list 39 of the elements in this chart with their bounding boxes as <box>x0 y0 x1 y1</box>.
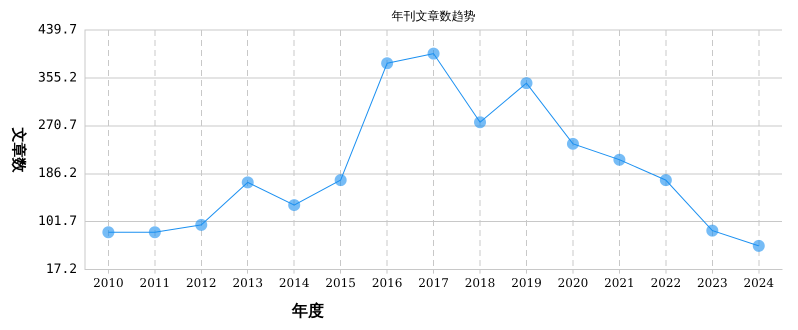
x-tick-label: 2014 <box>278 276 310 290</box>
point <box>520 77 532 90</box>
point <box>381 57 394 70</box>
point <box>102 226 114 238</box>
x-tick-label: 2012 <box>186 276 217 290</box>
y-tick-label: 17.2 <box>46 262 78 277</box>
x-tick-label: 2017 <box>418 276 449 290</box>
x-tick-label: 2010 <box>93 276 124 290</box>
point <box>288 199 300 212</box>
y-tick-label: 355.2 <box>38 70 78 86</box>
x-tick-label: 2015 <box>325 276 356 290</box>
y-tick-label: 186.2 <box>38 166 78 182</box>
point <box>148 226 161 238</box>
point <box>195 218 208 231</box>
point <box>660 174 672 186</box>
point <box>334 174 347 186</box>
y-tick-label: 439.7 <box>38 22 78 38</box>
x-axis-title: 年度 <box>291 301 324 320</box>
point <box>613 154 626 166</box>
x-tick-label: 2022 <box>650 276 682 290</box>
x-tick-label: 2019 <box>511 276 542 290</box>
x-tick-label: 2021 <box>604 276 635 290</box>
x-tick-label: 2011 <box>140 276 170 290</box>
x-tick-label: 2013 <box>232 276 264 290</box>
point <box>242 176 254 188</box>
x-tick-label: 2023 <box>697 276 728 290</box>
point <box>474 116 486 128</box>
y-tick-label: 270.7 <box>38 118 78 134</box>
x-tick-label: 2016 <box>372 276 402 290</box>
x-tick-label: 2020 <box>558 276 588 290</box>
y-tick-label: 101.7 <box>38 214 78 230</box>
point <box>706 224 718 237</box>
x-tick-label: 2024 <box>744 276 774 290</box>
point <box>428 48 440 60</box>
point <box>566 138 579 150</box>
point <box>752 240 765 252</box>
x-tick-label: 2018 <box>464 276 496 290</box>
chart-title: 年刊文章数趋势 <box>392 9 476 24</box>
y-axis-title: 文章数 <box>10 126 28 174</box>
